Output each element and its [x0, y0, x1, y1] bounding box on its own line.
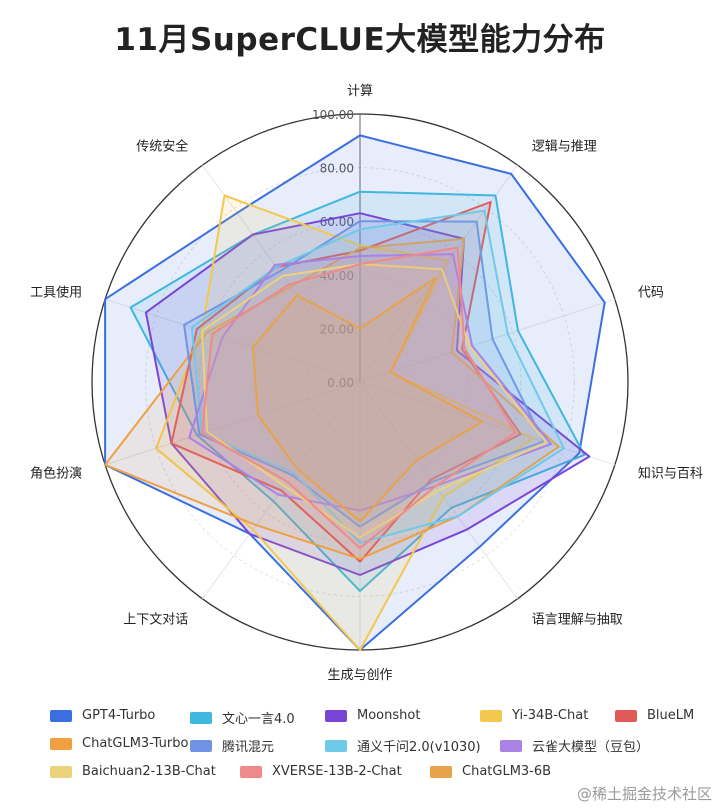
legend-label: BlueLM: [647, 708, 695, 723]
axis-label: 计算: [347, 84, 373, 99]
legend-label: 云雀大模型（豆包）: [532, 740, 650, 755]
legend-label: 通义千问2.0(v1030): [357, 740, 481, 755]
legend-swatch: [50, 765, 72, 778]
grid-spoke: [202, 164, 361, 383]
radar-series: [104, 134, 606, 651]
legend-item: Moonshot: [325, 708, 420, 723]
grid-spoke: [104, 298, 361, 383]
legend-label: Yi-34B-Chat: [512, 708, 589, 723]
grid-spoke: [104, 381, 361, 466]
legend-label: ChatGLM3-Turbo: [82, 736, 189, 751]
legend-swatch: [190, 711, 212, 724]
legend-swatch: [325, 709, 347, 722]
axis-label: 生成与创作: [327, 668, 392, 683]
axis-label: 代码: [638, 286, 664, 301]
axis-label: 语言理解与抽取: [532, 612, 623, 627]
legend-item: XVERSE-13B-2-Chat: [240, 764, 402, 779]
axis-label: 传统安全: [136, 139, 188, 155]
legend-label: XVERSE-13B-2-Chat: [272, 764, 402, 779]
legend-item: ChatGLM3-Turbo: [50, 736, 188, 751]
legend-swatch: [500, 739, 522, 752]
legend-swatch: [50, 709, 72, 722]
watermark: @稀土掘金技术社区: [576, 785, 712, 803]
grid-spoke: [359, 381, 616, 466]
legend-swatch: [325, 739, 347, 752]
series-polygon: [251, 276, 484, 523]
series-polygon: [144, 212, 591, 576]
axis-label: 工具使用: [30, 285, 82, 301]
axis-label: 上下文对话: [123, 612, 188, 627]
radial-tick-label: 20.00: [320, 322, 354, 336]
legend-item: 云雀大模型（豆包）: [500, 736, 649, 755]
series-polygon: [183, 220, 545, 528]
axis-label: 知识与百科: [638, 465, 703, 481]
legend-item: 通义千问2.0(v1030): [325, 736, 481, 755]
series-polygon: [201, 246, 517, 550]
legend-swatch: [480, 709, 502, 722]
legend-label: Baichuan2-13B-Chat: [82, 764, 216, 779]
legend-item: Yi-34B-Chat: [480, 708, 588, 723]
legend-label: GPT4-Turbo: [82, 708, 156, 723]
legend-swatch: [615, 709, 637, 722]
legend-swatch: [190, 739, 212, 752]
legend-label: 文心一言4.0: [222, 712, 295, 727]
grid-spoke: [359, 298, 616, 383]
legend-swatch: [50, 737, 72, 750]
legend-swatch: [240, 765, 262, 778]
legend-item: GPT4-Turbo: [50, 708, 155, 723]
legend-label: ChatGLM3-6B: [462, 764, 552, 779]
legend-label: Moonshot: [357, 708, 421, 723]
legend-item: BlueLM: [615, 708, 694, 723]
axis-label: 逻辑与推理: [532, 140, 597, 155]
legend-item: ChatGLM3-6B: [430, 764, 551, 779]
legend-swatch: [430, 765, 452, 778]
legend-item: 文心一言4.0: [190, 708, 295, 727]
chart-title: 11月SuperCLUE大模型能力分布: [114, 22, 606, 58]
legend-item: Baichuan2-13B-Chat: [50, 764, 216, 779]
legend-item: 腾讯混元: [190, 736, 274, 755]
radial-tick-label: 100.00: [312, 108, 354, 122]
series-polygon: [190, 209, 565, 544]
radial-tick-label: 0.00: [327, 376, 354, 390]
legend-label: 腾讯混元: [222, 740, 275, 755]
radial-tick-label: 80.00: [320, 162, 354, 176]
axis-label: 角色扮演: [30, 465, 82, 481]
